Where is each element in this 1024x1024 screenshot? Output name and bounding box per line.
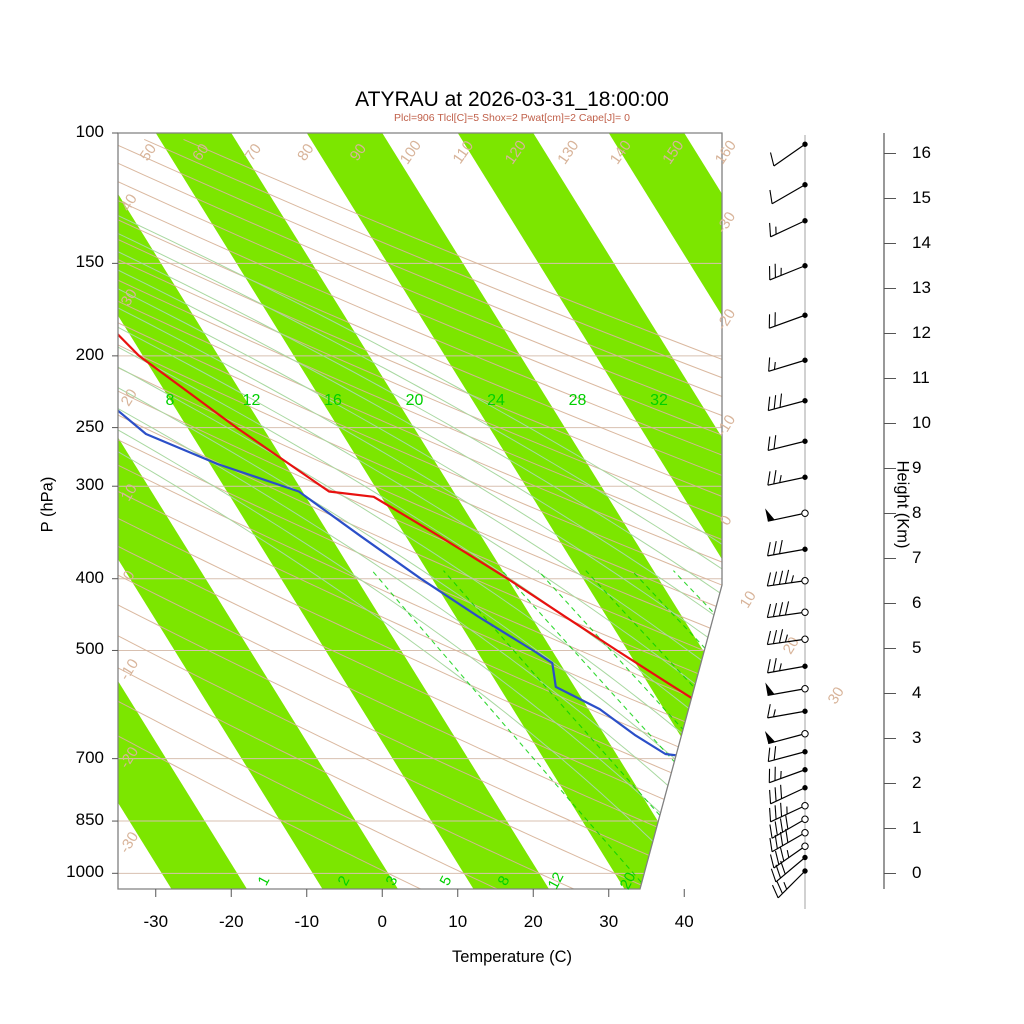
dry-adiabat-label-top: 50 [137, 141, 160, 164]
height-tick-label: 1 [912, 818, 922, 838]
dry-adiabat-label-corner: 20 [780, 634, 803, 657]
dry-adiabat-label-top: 60 [189, 141, 212, 164]
height-tick-label: 9 [912, 458, 922, 478]
height-tick [884, 333, 896, 335]
chart-title: ATYRAU at 2026-03-31_18:00:00 [355, 88, 669, 111]
height-tick-label: 8 [912, 503, 922, 523]
mixing-ratio-label: 12 [545, 870, 568, 893]
dry-adiabat-label-top: 70 [242, 141, 265, 164]
dry-adiabat-label-left: 20 [118, 386, 141, 409]
dry-adiabat-label-top: 100 [397, 137, 425, 167]
mixing-ratio-label: 1 [255, 873, 274, 888]
isotherm-label: 16 [324, 392, 342, 409]
pressure-tick-label: 850 [75, 810, 104, 830]
dry-adiabat-label-left: 30 [118, 286, 141, 309]
height-tick [884, 153, 896, 155]
height-tick [884, 243, 896, 245]
temperature-tick-label: 0 [377, 912, 387, 931]
height-tick-label: 11 [912, 368, 930, 388]
height-tick [884, 873, 896, 875]
pressure-tick-label: 150 [75, 252, 104, 272]
height-tick [884, 558, 896, 560]
pressure-tick-label: 300 [75, 475, 104, 495]
dry-adiabat-label-top: 90 [347, 141, 370, 164]
pressure-tick-label: 1000 [66, 862, 104, 882]
temperature-tick-label: 40 [674, 912, 694, 931]
pressure-tick-label: 200 [75, 344, 104, 364]
dry-adiabat-label-top: 160 [712, 137, 740, 167]
dry-adiabat-label-left: 10 [118, 481, 141, 504]
temperature-tick-label: 10 [448, 912, 468, 931]
pressure-tick-label: 500 [75, 639, 104, 659]
height-tick [884, 468, 896, 470]
height-tick-label: 4 [912, 683, 922, 703]
profile-temperature [118, 156, 722, 875]
chart-subtitle: Plcl=906 Tlcl[C]=5 Shox=2 Pwat[cm]=2 Cap… [394, 112, 630, 124]
dry-adiabat-label-top: 130 [554, 137, 582, 167]
height-tick-label: 10 [912, 413, 931, 433]
pressure-tick-label: 250 [75, 416, 104, 436]
height-tick [884, 603, 896, 605]
dry-adiabat-label-corner: 10 [737, 588, 760, 611]
wind-barb-column [764, 135, 809, 909]
height-tick [884, 198, 896, 200]
height-tick [884, 693, 896, 695]
dry-adiabat-label-corner: 30 [825, 684, 848, 707]
temperature-tick-label: -30 [143, 912, 169, 931]
isotherm-label: 28 [569, 392, 587, 409]
height-tick-label: 16 [912, 143, 931, 163]
height-tick-label: 14 [912, 233, 931, 253]
height-tick [884, 738, 896, 740]
height-tick-label: 2 [912, 773, 922, 793]
height-tick [884, 783, 896, 785]
height-tick-label: 15 [912, 188, 931, 208]
height-tick-label: 7 [912, 548, 922, 568]
height-tick [884, 423, 896, 425]
height-tick-label: 6 [912, 593, 922, 613]
height-tick [884, 648, 896, 650]
temperature-tick-label: 30 [599, 912, 619, 931]
pressure-tick-label: 400 [75, 567, 104, 587]
pressure-tick-label: 100 [75, 122, 104, 141]
dry-adiabat-label-left: -10 [116, 656, 142, 683]
mixing-ratio-label: 5 [437, 873, 456, 888]
dry-adiabat-label-right: -20 [713, 306, 739, 333]
height-tick [884, 288, 896, 290]
isotherm-label: 12 [243, 392, 261, 409]
temperature-tick-label: -10 [294, 912, 320, 931]
temperature-tick-label: -20 [218, 912, 244, 931]
height-tick-label: 3 [912, 728, 922, 748]
height-tick-label: 0 [912, 863, 922, 883]
pressure-tick-label: 700 [75, 747, 104, 767]
height-tick-label: 5 [912, 638, 922, 658]
isotherm-label: 20 [406, 392, 424, 409]
height-tick-label: 12 [912, 323, 931, 343]
isotherm-label: 32 [650, 392, 668, 409]
height-tick [884, 828, 896, 830]
mixing-ratio-label: 20 [617, 870, 640, 893]
height-tick-label: 13 [912, 278, 931, 298]
x-axis-label: Temperature (C) [451, 948, 573, 966]
height-tick [884, 513, 896, 515]
dry-adiabat-label-left: 40 [118, 191, 141, 214]
isotherm-label: 24 [487, 392, 505, 409]
isotherm-label: 8 [166, 392, 175, 409]
temperature-tick-label: 20 [523, 912, 543, 931]
dry-adiabat-label-top: 80 [294, 141, 317, 164]
height-tick [884, 378, 896, 380]
profile-dewpoint [118, 162, 722, 875]
